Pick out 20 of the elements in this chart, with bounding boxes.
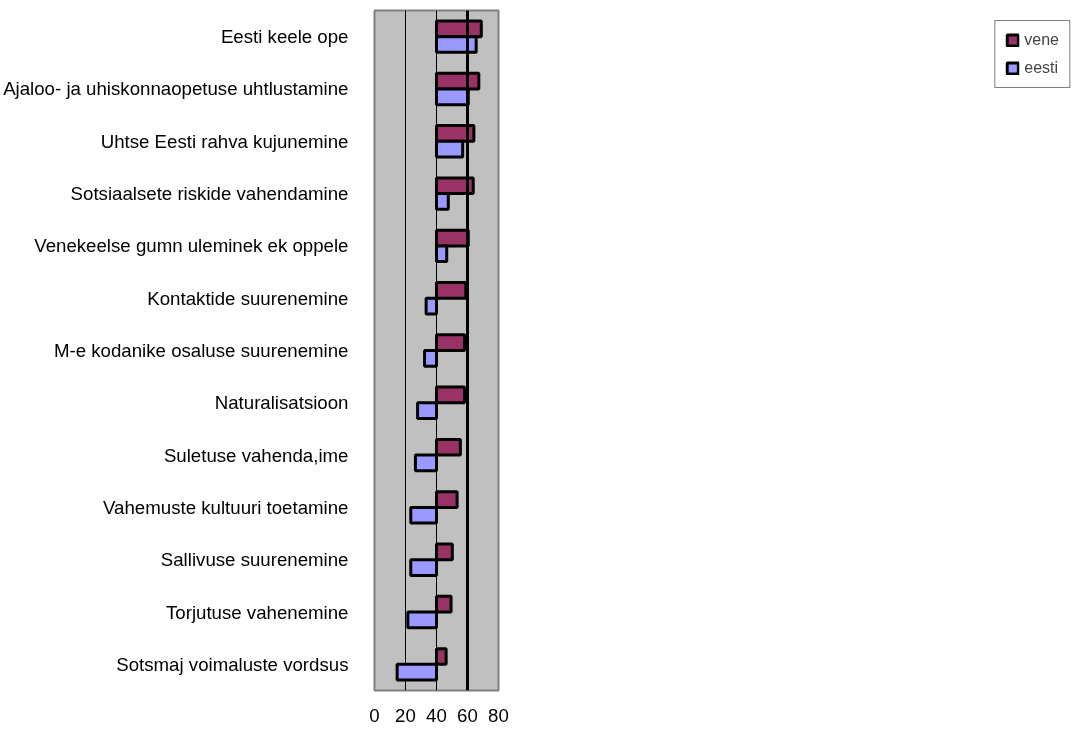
x-tick-label: 80 — [488, 704, 509, 726]
y-tick-label: Sallivuse suurenemine — [160, 549, 349, 571]
y-tick-label: Vahemuste kultuuri toetamine — [103, 496, 349, 518]
x-tick-label: 40 — [426, 704, 447, 726]
legend-label: eesti — [1024, 59, 1059, 77]
y-tick-label: Sotsmaj voimaluste vordsus — [116, 653, 349, 675]
legend-label: vene — [1024, 31, 1059, 49]
x-tick-label: 60 — [457, 704, 478, 726]
y-tick-label: Naturalisatsioon — [214, 392, 349, 414]
y-tick-label: Venekeelse gumn uleminek ek oppele — [34, 235, 349, 257]
y-tick-label: Sotsiaalsete riskide vahendamine — [70, 183, 349, 205]
y-tick-label: Ajaloo- ja uhiskonnaopetuse uhtlustamine — [3, 78, 349, 100]
y-tick-label: M-e kodanike osaluse suurenemine — [53, 340, 349, 361]
x-tick-label: 20 — [395, 704, 416, 726]
y-tick-label: Suletuse vahenda,ime — [163, 444, 349, 466]
x-tick-label: 0 — [369, 704, 380, 726]
y-tick-label: Kontaktide suurenemine — [147, 287, 349, 309]
y-tick-label: Torjutuse vahenemine — [165, 601, 349, 623]
y-tick-label: Eesti keele ope — [220, 26, 349, 48]
y-tick-label: Uhtse Eesti rahva kujunemine — [100, 130, 349, 152]
